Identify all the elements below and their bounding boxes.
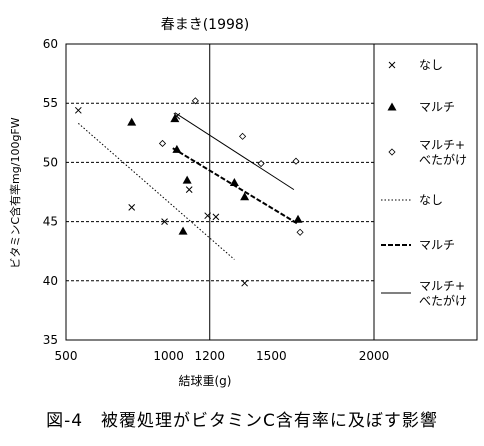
legend-label: マルチ (419, 100, 455, 114)
y-tick-label: 45 (43, 215, 58, 229)
x-tick-label: 1000 (153, 349, 184, 363)
y-tick-label: 35 (43, 333, 58, 347)
data-point (172, 144, 182, 153)
data-point (127, 117, 137, 126)
data-point (185, 186, 193, 193)
y-tick-label: 50 (43, 155, 58, 169)
trend-line (172, 147, 299, 225)
x-tick-label: 2000 (359, 349, 390, 363)
data-point (128, 204, 136, 211)
data-point (240, 192, 250, 201)
legend-marker (388, 148, 396, 156)
legend-label: べたがけ (419, 293, 467, 308)
data-point (292, 157, 300, 165)
x-tick-label: 1200 (194, 349, 225, 363)
data-point (229, 178, 239, 187)
data-point (204, 212, 212, 220)
plot-frame (65, 43, 375, 341)
data-point (170, 114, 180, 123)
legend-label: なし (419, 58, 443, 72)
legend-label: べたがけ (419, 152, 467, 167)
legend-marker (387, 102, 397, 111)
data-point (158, 139, 167, 148)
data-point (293, 214, 303, 223)
data-point (212, 213, 220, 221)
data-point (241, 279, 248, 287)
data-point (178, 226, 188, 235)
y-tick-label: 40 (43, 274, 58, 288)
chart-title: 春まき(1998) (161, 17, 250, 33)
y-axis-label: ビタミンC含有率mg/100gFW (8, 117, 22, 268)
x-tick-label: 1500 (256, 349, 287, 363)
data-point (191, 97, 199, 105)
x-tick-label: 500 (55, 349, 78, 363)
data-point (182, 175, 192, 184)
data-point (296, 228, 304, 236)
data-point (257, 160, 265, 168)
legend-frame (373, 43, 478, 341)
legend-label: マルチ+ (419, 279, 465, 293)
legend-marker (388, 61, 396, 69)
x-axis-label: 結球重(g) (179, 374, 232, 388)
trend-line (77, 122, 235, 260)
figure-caption: 図-4 被覆処理がビタミンC含有率に及ぼす影響 (46, 411, 438, 431)
legend-label: マルチ (419, 238, 455, 252)
y-tick-label: 60 (43, 37, 58, 51)
legend-label: マルチ+ (419, 138, 465, 152)
trend-line (174, 112, 295, 191)
data-point (239, 132, 247, 140)
y-tick-label: 55 (43, 96, 58, 110)
data-point (74, 106, 82, 114)
legend-label: なし (419, 193, 443, 207)
data-point (161, 218, 168, 225)
